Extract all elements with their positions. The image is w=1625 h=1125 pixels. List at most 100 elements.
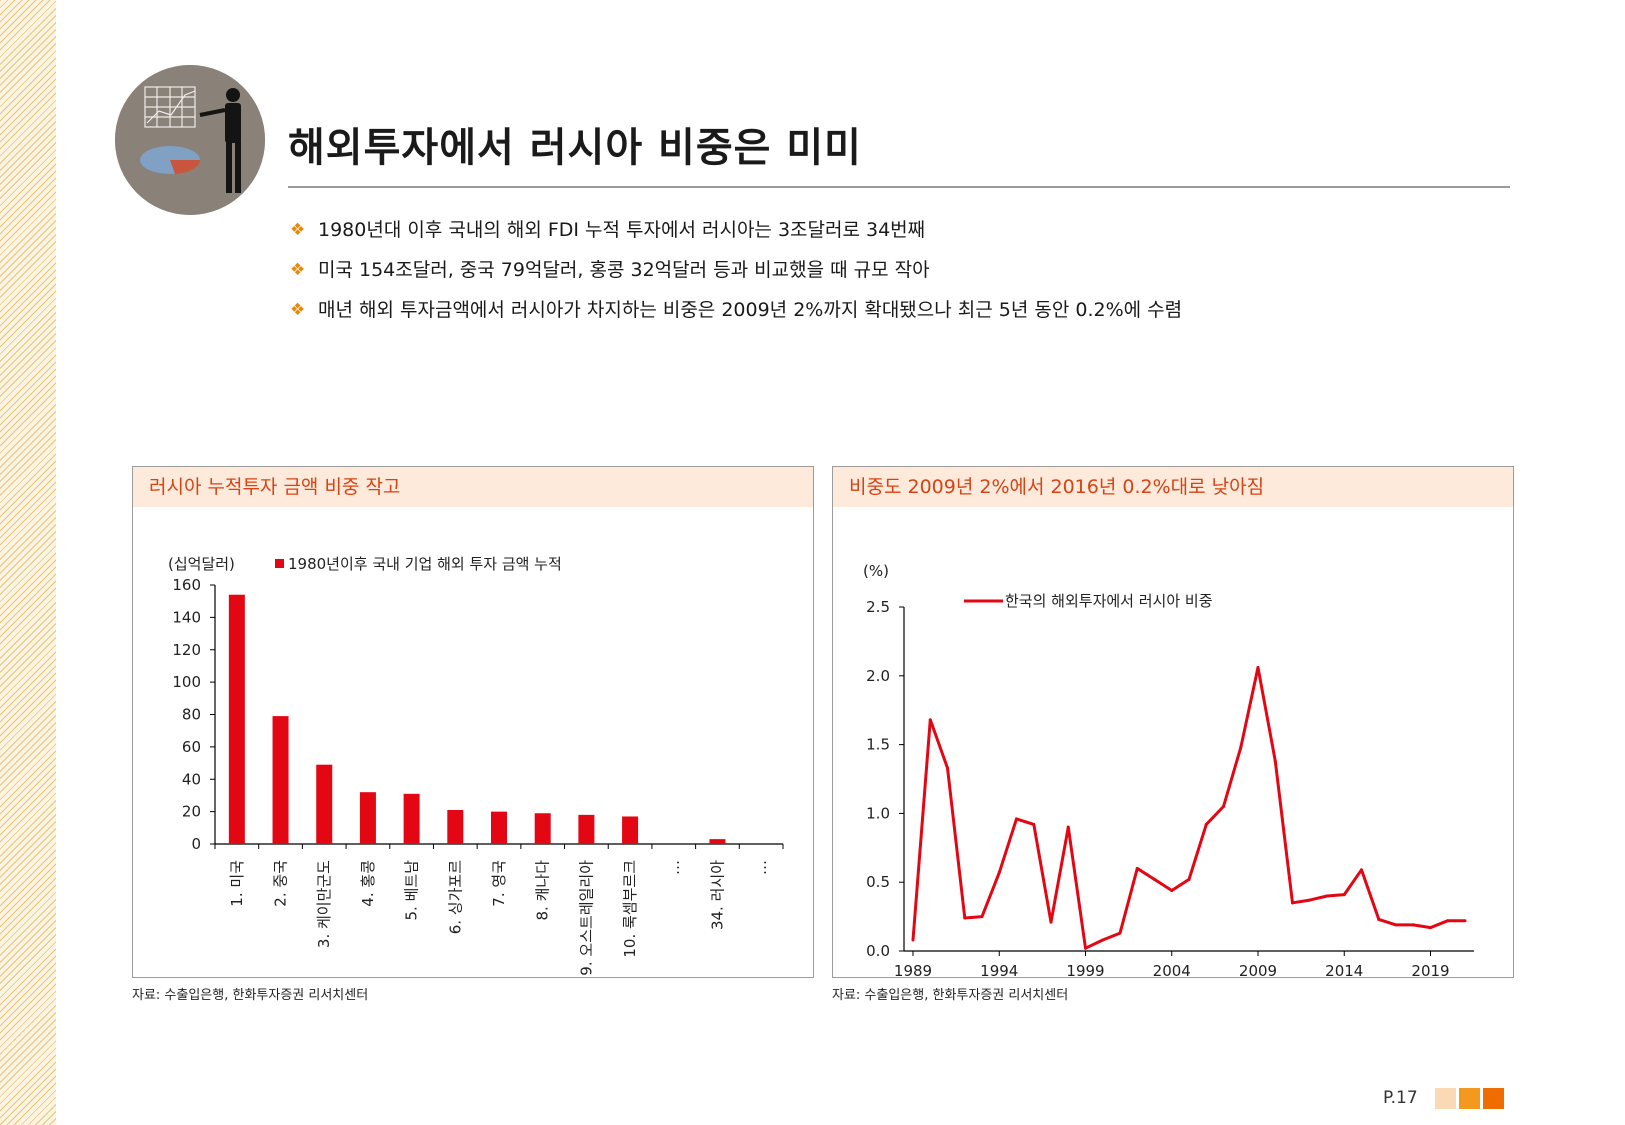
legend-label: 한국의 해외투자에서 러시아 비중 — [1005, 592, 1213, 610]
y-tick-label: 2.0 — [866, 667, 890, 685]
data-point — [1360, 868, 1363, 872]
y-tick-label: 0 — [191, 835, 201, 853]
x-tick-label: 2004 — [1153, 962, 1191, 977]
x-tick-label: 1994 — [980, 962, 1018, 977]
x-category-label: 5. 베트남 — [403, 860, 421, 921]
diamond-bullet-icon: ❖ — [290, 260, 306, 280]
y-tick-label: 40 — [182, 770, 201, 788]
bullet-text: 매년 해외 투자금액에서 러시아가 차지하는 비중은 2009년 2%까지 확대… — [318, 299, 1183, 321]
data-point — [1342, 893, 1346, 897]
x-category-label: 9. 오스트레일리아 — [577, 860, 595, 976]
bar-chart-source: 자료: 수출입은행, 한화투자증권 리서치센터 — [132, 988, 369, 1003]
data-point — [1084, 946, 1087, 950]
data-point — [1187, 877, 1191, 881]
bar — [709, 839, 726, 844]
x-category-label: 6. 싱가포르 — [446, 860, 464, 934]
bullet-list: ❖ 1980년대 이후 국내의 해외 FDI 누적 투자에서 러시아는 3조달러로… — [290, 210, 1182, 330]
data-point — [1394, 923, 1398, 927]
y-tick-label: 140 — [172, 608, 201, 626]
y-unit-label: (%) — [863, 562, 889, 580]
data-point — [1015, 817, 1018, 821]
data-point — [1273, 759, 1277, 763]
data-point — [1256, 666, 1260, 670]
x-category-label: 3. 케이만군도 — [315, 860, 333, 948]
bar-chart-panel: 러시아 누적투자 금액 비중 작고 (십억달러) 1980년이후 국내 기업 해외… — [132, 466, 814, 978]
data-point — [1101, 938, 1105, 942]
bar — [403, 793, 420, 844]
data-point — [1066, 825, 1070, 829]
page-marker-light — [1435, 1088, 1456, 1109]
data-point — [1204, 822, 1208, 826]
data-point — [1308, 898, 1312, 902]
data-point — [911, 938, 915, 942]
data-point — [1135, 866, 1139, 870]
y-tick-label: 1.5 — [866, 736, 890, 754]
x-category-label: 2. 중국 — [272, 860, 290, 907]
data-point — [1049, 920, 1053, 924]
data-point — [1429, 926, 1432, 930]
y-tick-label: 0.0 — [866, 942, 890, 960]
bar-chart-title: 러시아 누적투자 금액 비중 작고 — [133, 467, 813, 507]
bullet-text: 1980년대 이후 국내의 해외 FDI 누적 투자에서 러시아는 3조달러로 … — [318, 219, 926, 241]
x-category-label: 1. 미국 — [228, 860, 246, 907]
line-chart: (%) 한국의 해외투자에서 러시아 비중 0.0 0.5 1.0 1.5 2.0 2.5 19… — [863, 562, 1474, 977]
x-category-label: … — [665, 860, 683, 875]
diamond-bullet-icon: ❖ — [290, 220, 306, 240]
y-tick-label: 120 — [172, 641, 201, 659]
y-tick-label: 100 — [172, 673, 201, 691]
x-category-label: 7. 영국 — [490, 860, 508, 907]
data-point — [1170, 888, 1174, 892]
data-point — [1446, 919, 1450, 923]
line-chart-title: 비중도 2009년 2%에서 2016년 0.2%대로 낮아짐 — [833, 467, 1513, 507]
legend-swatch — [275, 559, 284, 568]
bullet-item: ❖ 매년 해외 투자금액에서 러시아가 차지하는 비중은 2009년 2%까지 확… — [290, 290, 1182, 330]
page-marker-mid — [1459, 1088, 1480, 1109]
page-marker-dark — [1483, 1088, 1504, 1109]
x-category-label: 34. 러시아 — [708, 860, 726, 930]
data-point — [1325, 894, 1329, 898]
x-tick-label: 2019 — [1411, 962, 1449, 977]
y-tick-label: 0.5 — [866, 873, 890, 891]
data-point — [1411, 923, 1415, 927]
bar — [578, 814, 595, 844]
y-tick-label: 60 — [182, 738, 201, 756]
data-point — [1118, 931, 1122, 935]
data-point — [963, 916, 967, 920]
y-tick-label: 20 — [182, 803, 201, 821]
line-chart-source: 자료: 수출입은행, 한화투자증권 리서치센터 — [832, 988, 1069, 1003]
bullet-text: 미국 154조달러, 중국 79억달러, 홍콩 32억달러 등과 비교했을 때 … — [318, 259, 930, 281]
x-category-label: 4. 홍콩 — [359, 860, 377, 907]
bar — [534, 813, 551, 844]
y-tick-label: 160 — [172, 576, 201, 594]
bar — [622, 816, 639, 844]
y-tick-label: 2.5 — [866, 598, 890, 616]
data-point — [1153, 877, 1156, 881]
diamond-bullet-icon: ❖ — [290, 300, 306, 320]
x-category-label: … — [752, 860, 770, 875]
bullet-item: ❖ 미국 154조달러, 중국 79억달러, 홍콩 32억달러 등과 비교했을 때… — [290, 250, 1182, 290]
decorative-stripe — [0, 0, 56, 1125]
y-tick-label: 1.0 — [866, 804, 890, 822]
data-point — [1032, 822, 1036, 826]
x-tick-label: 2009 — [1239, 962, 1277, 977]
x-category-label: 8. 캐나다 — [534, 860, 552, 921]
bar — [316, 764, 333, 844]
title-divider — [288, 186, 1510, 188]
bar — [272, 716, 289, 844]
bar — [359, 792, 376, 844]
data-point — [1377, 917, 1381, 921]
series-line — [911, 666, 1465, 950]
data-point — [1463, 919, 1467, 923]
bar — [228, 594, 245, 844]
data-point — [928, 718, 932, 722]
x-tick-label: 2014 — [1325, 962, 1363, 977]
x-tick-label: 1989 — [894, 962, 932, 977]
page-title: 해외투자에서 러시아 비중은 미미 — [288, 125, 862, 171]
bar — [491, 811, 507, 844]
bar — [447, 810, 464, 844]
data-point — [980, 915, 984, 919]
data-point — [1239, 745, 1243, 749]
data-point — [1222, 805, 1225, 809]
data-point — [997, 871, 1001, 875]
data-point — [946, 766, 949, 770]
